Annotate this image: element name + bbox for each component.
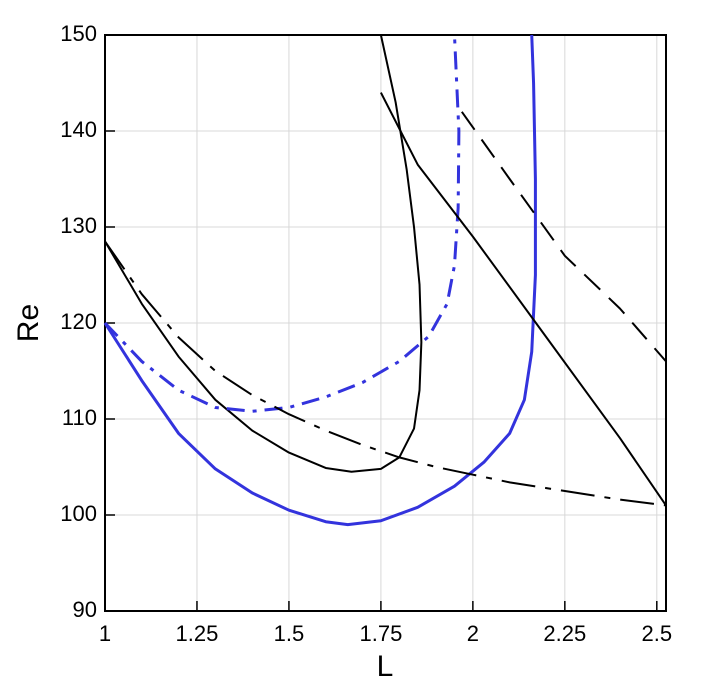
y-axis-label: Re — [12, 304, 45, 342]
x-tick-label: 2.5 — [642, 621, 673, 646]
y-tick-label: 130 — [60, 213, 97, 238]
curve — [104, 240, 667, 507]
curve — [380, 92, 667, 506]
curve — [461, 111, 667, 363]
x-tick-label: 1.75 — [359, 621, 402, 646]
x-tick-label: 1 — [99, 621, 111, 646]
curve — [103, 34, 537, 527]
curve — [103, 34, 461, 413]
x-tick-label: 2 — [467, 621, 479, 646]
x-tick-label: 1.25 — [176, 621, 219, 646]
x-tick-label: 1.5 — [274, 621, 305, 646]
y-tick-label: 90 — [73, 597, 97, 622]
y-tick-label: 110 — [62, 405, 97, 430]
y-tick-label: 120 — [60, 309, 97, 334]
x-tick-label: 2.25 — [543, 621, 586, 646]
curve — [104, 34, 423, 473]
y-tick-label: 100 — [60, 501, 97, 526]
x-axis-label: L — [377, 650, 394, 683]
y-tick-label: 150 — [60, 21, 97, 46]
y-tick-label: 140 — [60, 117, 97, 142]
